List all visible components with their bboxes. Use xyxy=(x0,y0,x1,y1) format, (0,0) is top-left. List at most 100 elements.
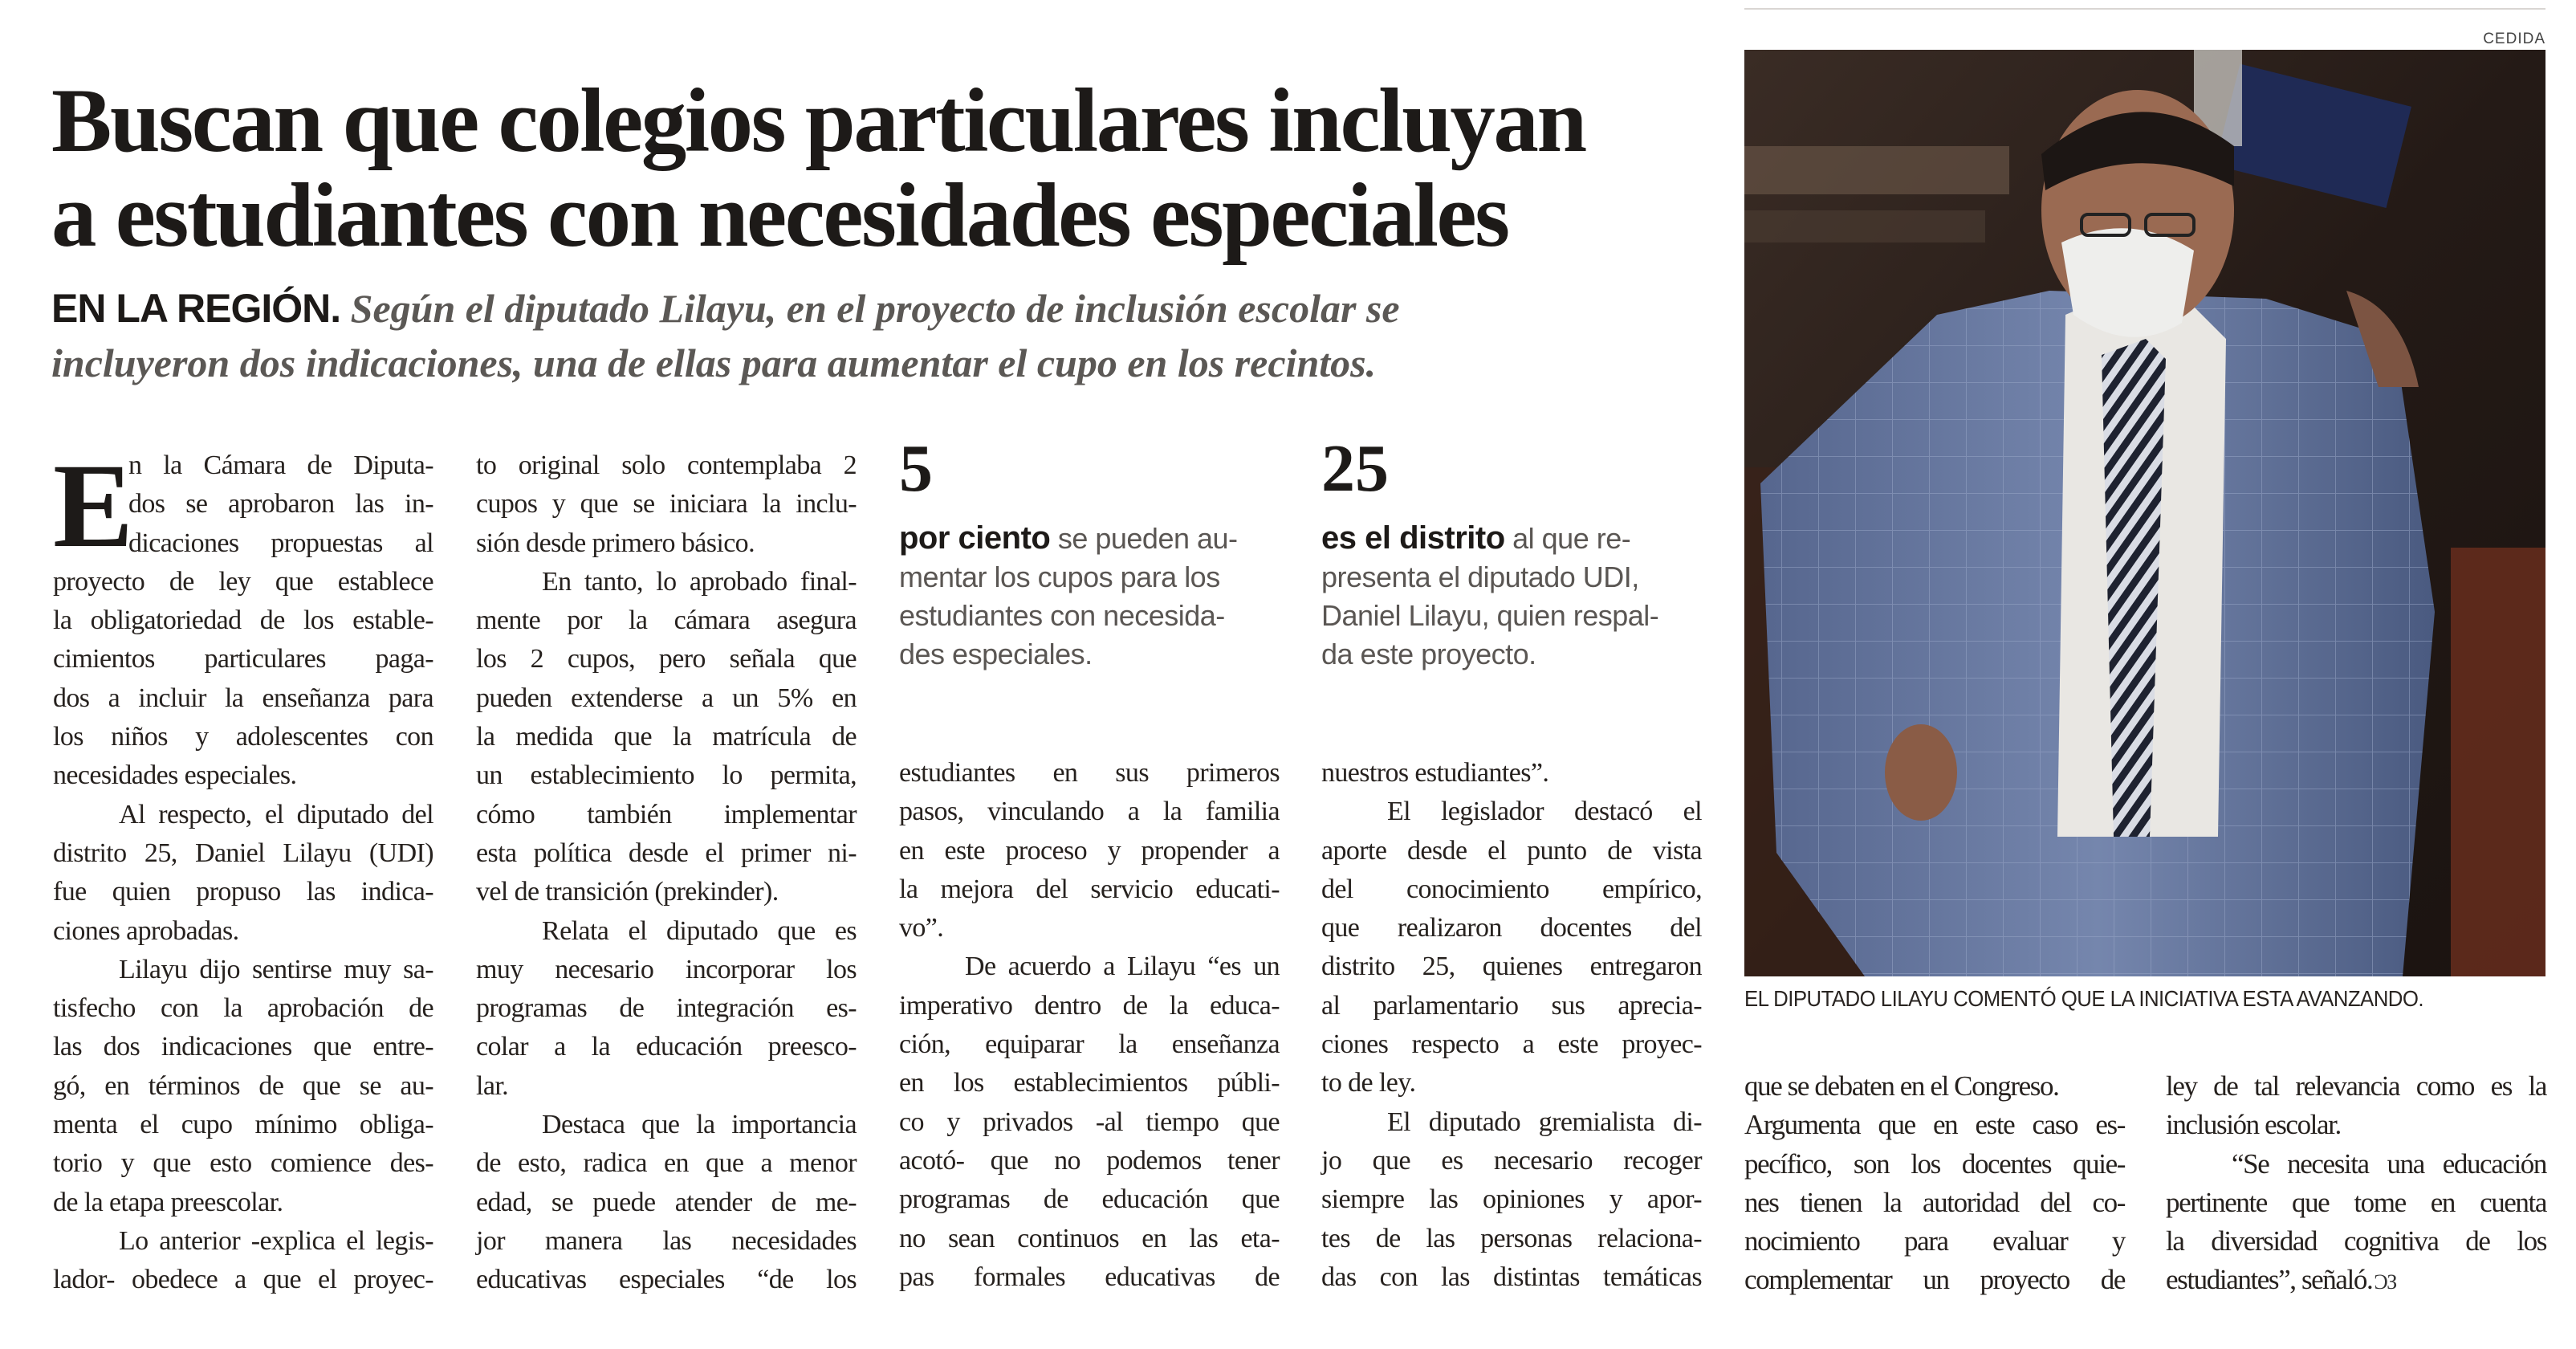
article-line: cimientos particulares paga- xyxy=(53,644,434,674)
stat-line-text: al que re- xyxy=(1504,522,1631,555)
article-line: lar. xyxy=(476,1070,509,1101)
stat-text: por ciento se pueden au- mentar los cupo… xyxy=(899,519,1284,674)
article-line: acotó- que no podemos tener xyxy=(899,1145,1280,1176)
headline-line: a estudiantes con necesidades especiales xyxy=(51,165,1510,266)
stat-line: por ciento se pueden au- xyxy=(899,519,1284,558)
article-line: la medida que la matrícula de xyxy=(476,722,857,752)
article-line: en este proceso y propender a xyxy=(899,835,1280,866)
article-line: El diputado gremialista di- xyxy=(1387,1107,1703,1137)
article-line: complementar un proyecto de xyxy=(1744,1264,2126,1296)
article-line: El legislador destacó el xyxy=(1387,797,1703,827)
article-line: ley de tal relevancia como es la xyxy=(2166,1070,2547,1102)
stat-number: 5 xyxy=(899,431,933,506)
article-line: En tanto, lo aprobado final- xyxy=(542,566,857,597)
article-line: programas de integración es- xyxy=(476,993,857,1024)
article-line: vo”. xyxy=(899,913,944,943)
stat-lead: es el distrito xyxy=(1321,520,1505,556)
stat-line: da este proyecto. xyxy=(1321,638,1536,670)
stat-lead: por ciento xyxy=(899,520,1051,556)
article-line: siempre las opiniones y apor- xyxy=(1321,1184,1703,1215)
stat-text: es el distrito al que re- presenta el di… xyxy=(1321,519,1707,674)
article-line: ciones aprobadas. xyxy=(53,915,239,946)
article-line: lador- obedece a que el proyec- xyxy=(53,1265,434,1295)
article-column: ley de tal relevancia como es la inclusió… xyxy=(2166,1067,2547,1302)
article-line: los niños y adolescentes con xyxy=(53,722,434,752)
article-line: n la Cámara de Diputa- xyxy=(128,450,434,480)
article-line: al parlamentario sus aprecia- xyxy=(1321,990,1703,1021)
article-line: pasos, vinculando a la familia xyxy=(899,797,1280,827)
article-line: co y privados -al tiempo que xyxy=(899,1107,1280,1137)
headline-line: Buscan que colegios particulares incluya… xyxy=(51,71,1587,171)
article-line: jo que es necesario recoger xyxy=(1321,1145,1703,1176)
deck-line: incluyeron dos indicaciones, una de ella… xyxy=(51,340,1377,385)
stat-line: estudiantes con necesida- xyxy=(899,599,1225,632)
article-column: nuestros estudiantes”. El legislador dest… xyxy=(1321,754,1703,1297)
drop-cap: E xyxy=(53,439,133,573)
article-line: distrito 25, Daniel Lilayu (UDI) xyxy=(53,838,434,868)
stat-line: presenta el diputado UDI, xyxy=(1321,560,1639,593)
article-line: Al respecto, el diputado del xyxy=(119,799,434,829)
article-line: un establecimiento lo permita, xyxy=(476,760,857,791)
article-line: que realizaron docentes del xyxy=(1321,913,1703,943)
article-line: proyecto de ley que establece xyxy=(53,566,434,597)
photo-credit: CEDIDA xyxy=(2483,31,2545,47)
end-of-article-icon: ƆЗ xyxy=(2374,1270,2397,1294)
article-line: programas de educación que xyxy=(899,1184,1280,1215)
article-line: muy necesario incorporar los xyxy=(476,954,857,984)
article-line: la diversidad cognitiva de los xyxy=(2166,1225,2547,1257)
deck-line: EN LA REGIÓN. Según el diputado Lilayu, … xyxy=(51,281,1713,336)
article-line: imperativo dentro de la educa- xyxy=(899,990,1280,1021)
article-line: nuestros estudiantes”. xyxy=(1321,758,1549,788)
photo-illustration xyxy=(1744,50,2545,976)
article-line: vel de transición (prekinder). xyxy=(476,877,779,907)
article-column: que se debaten en el Congreso. Argumenta … xyxy=(1744,1067,2126,1300)
article-line: das con las distintas temáticas xyxy=(1321,1261,1703,1292)
article-line: to de ley. xyxy=(1321,1068,1416,1098)
article-line: que se debaten en el Congreso. xyxy=(1744,1070,2060,1102)
article-line: distrito 25, quienes entregaron xyxy=(1321,952,1703,982)
article-line: jor manera las necesidades xyxy=(476,1225,857,1256)
article-line: no sean continuos en las eta- xyxy=(899,1223,1280,1253)
article-line: dicaciones propuestas al xyxy=(128,528,434,558)
article-line: dos se aprobaron las in- xyxy=(128,489,434,520)
article-line: de esto, radica en que a menor xyxy=(476,1148,857,1179)
article-line: pertinente que tome en cuenta xyxy=(2166,1186,2547,1218)
photo-caption: EL DIPUTADO LILAYU COMENTÓ QUE LA INICIA… xyxy=(1744,986,2424,1011)
article-line: gó, en términos de que se au- xyxy=(53,1070,434,1101)
article-line: Destaca que la importancia xyxy=(542,1110,857,1140)
article-line: De acuerdo a Lilayu “es un xyxy=(965,952,1280,982)
article-line: tisfecho con la aprobación de xyxy=(53,993,434,1024)
article-line: nocimiento para evaluar y xyxy=(1744,1225,2126,1257)
article-line: inclusión escolar. xyxy=(2166,1109,2342,1141)
article-line: pas formales educativas de xyxy=(899,1261,1280,1292)
article-line: tes de las personas relaciona- xyxy=(1321,1223,1703,1253)
article-line: menta el cupo mínimo obliga- xyxy=(53,1110,434,1140)
article-line: pecífico, son los docentes quie- xyxy=(1744,1147,2126,1180)
article-line: cupos y que se iniciara la inclu- xyxy=(476,489,857,520)
article-line: esta política desde el primer ni- xyxy=(476,838,857,868)
article-line: ciones respecto a este proyec- xyxy=(1321,1029,1703,1060)
article-line: to original solo contemplaba 2 xyxy=(476,450,857,480)
article-line: educativas especiales “de los xyxy=(476,1265,857,1295)
article-line: “Se necesita una educación xyxy=(2232,1147,2547,1180)
article-line: nes tienen la autoridad del co- xyxy=(1744,1186,2126,1218)
stat-number: 25 xyxy=(1321,431,1389,506)
article-line: edad, se puede atender de me- xyxy=(476,1187,857,1217)
deck-kicker: EN LA REGIÓN. xyxy=(51,286,341,331)
article-line: estudiantes en sus primeros xyxy=(899,758,1280,788)
article-line: cómo también implementar xyxy=(476,799,857,829)
deck-text: Según el diputado Lilayu, en el proyecto… xyxy=(340,286,1400,331)
stat-line: mentar los cupos para los xyxy=(899,560,1220,593)
article-line: sión desde primero básico. xyxy=(476,528,755,558)
article-column: to original solo contemplaba 2 cupos y qu… xyxy=(476,446,857,1300)
headline: Buscan que colegios particulares incluya… xyxy=(51,74,1705,263)
article-line: Lo anterior -explica el legis- xyxy=(119,1225,434,1256)
stat-line: des especiales. xyxy=(899,638,1093,670)
article-line: del conocimiento empírico, xyxy=(1321,874,1703,904)
article-line: torio y que esto comience des- xyxy=(53,1148,434,1179)
article-line: Relata el diputado que es xyxy=(542,915,857,946)
divider xyxy=(1744,8,2545,10)
article-column: E n la Cámara de Diputa-dos se aprobaron… xyxy=(53,439,434,1300)
article-line: dos a incluir la enseñanza para xyxy=(53,683,434,713)
deck: EN LA REGIÓN. Según el diputado Lilayu, … xyxy=(51,281,1713,390)
